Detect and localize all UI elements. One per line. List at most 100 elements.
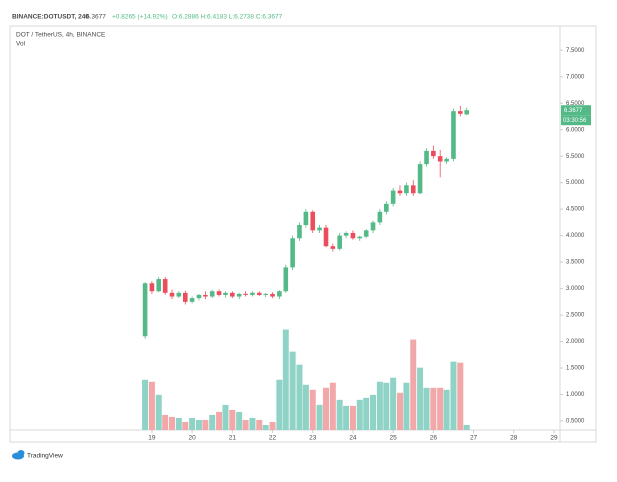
volume-bar: [376, 381, 383, 430]
volume-bar: [262, 424, 269, 430]
candle-body: [142, 283, 148, 337]
candle-body: [277, 291, 282, 297]
volume-bar: [209, 414, 216, 430]
y-tick-label: 3.5000: [566, 260, 585, 266]
volume-bar: [457, 362, 464, 430]
last-price-tag-label: 6.3677: [564, 108, 583, 114]
volume-bar: [437, 387, 444, 430]
volume-bar: [443, 389, 450, 430]
volume-bar: [229, 409, 236, 430]
x-tick-label: 27: [470, 435, 478, 442]
candle-body: [330, 246, 336, 249]
volume-bar: [296, 364, 303, 430]
candle-body: [310, 211, 316, 231]
y-tick-label: 5.5000: [566, 154, 585, 160]
candle-body: [176, 292, 182, 297]
candle-body: [290, 238, 295, 268]
candle-body: [424, 150, 429, 165]
candle-body: [417, 164, 423, 194]
y-tick-label: 4.0000: [566, 233, 585, 239]
volume-bar: [155, 394, 162, 430]
volume-bar: [162, 414, 169, 430]
candle-body: [250, 292, 255, 295]
volume-bar: [423, 387, 430, 430]
volume-bar: [216, 411, 223, 430]
y-tick-label: 1.0000: [566, 392, 585, 398]
candle-body: [464, 110, 470, 115]
x-tick-label: 25: [390, 435, 398, 442]
volume-bar: [202, 419, 209, 430]
candle-body: [303, 211, 309, 226]
candle-body: [357, 236, 363, 239]
last-price: 6.3677: [86, 14, 106, 21]
volume-bar: [195, 419, 202, 430]
candle-body: [343, 232, 349, 236]
y-tick-label: 0.5000: [566, 419, 585, 425]
volume-bar: [329, 382, 336, 430]
countdown-tag: [561, 115, 591, 126]
candle-body: [384, 203, 389, 212]
candle-body: [182, 292, 188, 302]
candle-body: [350, 232, 356, 239]
volume-label: Vol: [16, 41, 26, 48]
volume-bar: [236, 411, 243, 430]
candle-body: [230, 292, 235, 297]
x-tick-label: 22: [269, 435, 277, 442]
candle-body: [410, 185, 416, 194]
change: +0.8265 (+14.92%): [112, 14, 168, 21]
x-tick-label: 23: [309, 435, 317, 442]
brand: TradingView: [27, 453, 63, 460]
volume-bar: [302, 384, 309, 430]
volume-bar: [256, 419, 263, 430]
candle-body: [236, 293, 242, 297]
volume-bar: [148, 381, 155, 430]
volume-bar: [363, 397, 370, 430]
candle-body: [156, 279, 162, 292]
volume-bar: [383, 382, 390, 430]
candle-body: [437, 156, 443, 162]
volume-bar: [336, 399, 343, 430]
candle-body: [297, 225, 302, 239]
brand-logo: [12, 450, 25, 460]
y-tick-label: 6.5000: [566, 101, 585, 107]
volume-bar: [309, 389, 316, 430]
volume-bar: [396, 392, 403, 430]
candle-body: [223, 292, 228, 295]
x-tick-label: 26: [430, 435, 438, 442]
volume-bar: [222, 404, 229, 430]
x-tick-label: 20: [189, 435, 197, 442]
candle-body: [317, 227, 322, 231]
volume-bar: [289, 351, 296, 430]
volume-bar: [276, 379, 283, 430]
candle-body: [263, 293, 268, 295]
y-tick-label: 4.5000: [566, 207, 585, 213]
y-tick-label: 6.0000: [566, 127, 585, 133]
candle-body: [169, 292, 175, 297]
y-tick-label: 7.5000: [566, 48, 585, 54]
candle-body: [377, 211, 383, 223]
candle-body: [337, 235, 342, 249]
candle-body: [370, 222, 376, 231]
candle-body: [323, 227, 329, 247]
candle-body: [256, 292, 262, 295]
x-tick-label: 24: [349, 435, 357, 442]
candle-body: [363, 230, 369, 237]
candle-body: [283, 267, 289, 292]
volume-bar: [349, 405, 356, 430]
subtitle: DOT / TetherUS, 4h, BINANCE: [16, 32, 106, 39]
countdown-label: 03:30:56: [563, 118, 587, 124]
candle-body: [270, 293, 275, 297]
volume-bar: [169, 416, 176, 430]
candle-body: [457, 111, 463, 114]
y-tick-label: 1.5000: [566, 366, 585, 372]
candle-body: [451, 111, 456, 159]
volume-bar: [142, 379, 149, 430]
candle-body: [404, 185, 409, 194]
x-tick-label: 21: [229, 435, 237, 442]
volume-bar: [343, 405, 350, 430]
candle-body: [397, 190, 403, 194]
y-tick-label: 5.0000: [566, 180, 585, 186]
volume-bar: [417, 367, 424, 430]
